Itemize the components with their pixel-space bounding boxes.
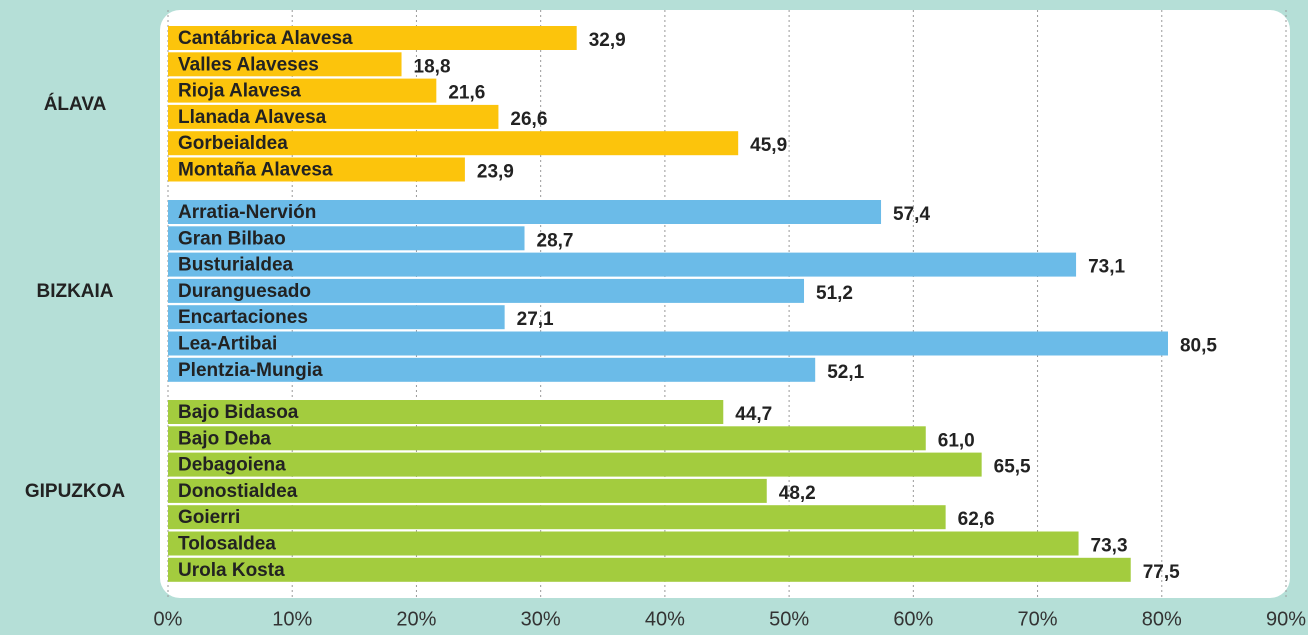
x-tick-label: 50% (769, 608, 809, 630)
value-label: 28,7 (537, 230, 574, 251)
value-label: 52,1 (827, 362, 864, 383)
bar (168, 331, 1168, 356)
bar (168, 26, 577, 50)
category-label: Tolosaldea (178, 534, 276, 555)
category-label: Urola Kosta (178, 560, 285, 581)
category-label: Gran Bilbao (178, 228, 286, 249)
value-label: 18,8 (414, 56, 451, 77)
category-label: Llanada Alavesa (178, 107, 327, 128)
value-label: 77,5 (1143, 562, 1180, 583)
bar (168, 305, 505, 330)
category-label: Rioja Alavesa (178, 81, 301, 102)
bar (168, 252, 1077, 277)
value-label: 80,5 (1180, 336, 1217, 357)
bar (168, 400, 724, 424)
category-label: Donostialdea (178, 481, 298, 502)
bar (168, 157, 465, 182)
category-label: Valles Alaveses (178, 54, 319, 75)
x-tick-label: 60% (893, 608, 933, 630)
bar (168, 226, 525, 251)
bar (168, 478, 767, 503)
group-label: GIPUZKOA (25, 481, 126, 502)
value-label: 21,6 (448, 83, 485, 104)
value-label: 23,9 (477, 162, 514, 183)
value-label: 26,6 (510, 109, 547, 130)
bar (168, 104, 499, 129)
value-label: 48,2 (779, 483, 816, 504)
x-tick-label: 70% (1018, 608, 1058, 630)
value-label: 61,0 (938, 430, 975, 451)
bar (168, 531, 1079, 556)
group-label: BIZKAIA (36, 281, 113, 302)
value-label: 32,9 (589, 30, 626, 51)
value-label: 57,4 (893, 204, 930, 225)
category-label: Lea-Artibai (178, 334, 277, 355)
x-tick-label: 90% (1266, 608, 1306, 630)
value-label: 27,1 (517, 309, 554, 330)
category-label: Encartaciones (178, 307, 308, 328)
bar (168, 131, 739, 156)
category-label: Goierri (178, 507, 240, 528)
category-label: Duranguesado (178, 281, 311, 302)
group-label: ÁLAVA (44, 93, 107, 115)
value-label: 44,7 (735, 404, 772, 425)
plot-panel (160, 10, 1290, 598)
x-tick-label: 80% (1142, 608, 1182, 630)
value-label: 51,2 (816, 283, 853, 304)
value-label: 45,9 (750, 135, 787, 156)
category-label: Bajo Bidasoa (178, 402, 299, 423)
bar (168, 505, 946, 530)
bar (168, 78, 437, 103)
bar (168, 557, 1131, 582)
bar (168, 52, 402, 77)
x-tick-label: 30% (521, 608, 561, 630)
category-label: Cantábrica Alavesa (178, 28, 353, 49)
bar (168, 200, 882, 224)
bar (168, 278, 805, 303)
bar (168, 452, 982, 477)
category-label: Busturialdea (178, 255, 294, 276)
category-label: Montaña Alavesa (178, 160, 333, 181)
value-label: 62,6 (958, 509, 995, 530)
x-tick-label: 40% (645, 608, 685, 630)
bar (168, 426, 926, 451)
category-label: Arratia-Nervión (178, 202, 316, 223)
x-tick-label: 0% (154, 608, 183, 630)
bar (168, 357, 816, 382)
category-label: Debagoiena (178, 455, 286, 476)
x-tick-label: 10% (272, 608, 312, 630)
category-label: Plentzia-Mungia (178, 360, 323, 381)
x-tick-label: 20% (396, 608, 436, 630)
value-label: 73,3 (1091, 536, 1128, 557)
category-label: Bajo Deba (178, 428, 271, 449)
category-label: Gorbeialdea (178, 133, 288, 154)
value-label: 73,1 (1088, 257, 1125, 278)
value-label: 65,5 (994, 457, 1031, 478)
